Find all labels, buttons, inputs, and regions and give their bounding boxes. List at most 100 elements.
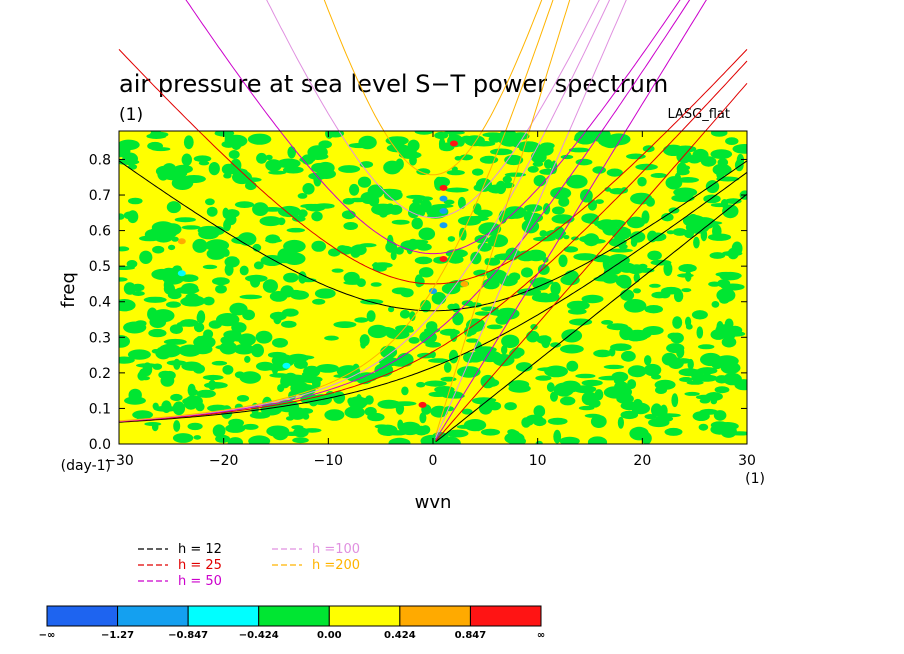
- heatmap-patch: [606, 168, 623, 177]
- heatmap-patch: [725, 137, 739, 146]
- heatmap-patch: [579, 235, 598, 243]
- heatmap-patch: [166, 301, 181, 308]
- inertia-gravity-curve: [118, 49, 748, 285]
- heatmap-patch: [575, 158, 593, 166]
- heatmap-patch: [716, 288, 736, 303]
- heatmap-patch: [401, 386, 409, 396]
- heatmap-patch: [734, 159, 744, 172]
- heatmap-patch: [273, 314, 282, 325]
- heatmap-patch: [551, 214, 575, 224]
- heatmap-patch: [181, 225, 201, 230]
- colorbar-swatch: [258, 605, 330, 627]
- heatmap-patch: [708, 281, 721, 287]
- heatmap-patch: [502, 337, 510, 347]
- heatmap-patch: [439, 328, 460, 336]
- heatmap-patch: [666, 230, 675, 235]
- heatmap-patch: [203, 329, 214, 339]
- heatmap-patch: [202, 264, 218, 270]
- heatmap-patch: [212, 424, 226, 438]
- heatmap-patch: [712, 224, 722, 238]
- heatmap-patch: [139, 250, 153, 264]
- heatmap-patch: [457, 196, 466, 209]
- heatmap-patch: [478, 222, 502, 236]
- heatmap-patch: [626, 153, 646, 160]
- heatmap-patch: [236, 395, 250, 402]
- heatmap-patch: [205, 239, 230, 252]
- heatmap-patch: [603, 364, 625, 370]
- heatmap-patch: [530, 150, 547, 164]
- heatmap-patch: [252, 202, 269, 217]
- heatmap-patch: [195, 402, 205, 412]
- heatmap-patch: [508, 272, 521, 282]
- heatmap-patch: [172, 433, 194, 443]
- heatmap-patch: [193, 322, 205, 333]
- heatmap-patch: [502, 175, 512, 183]
- heatmap-patch: [212, 277, 230, 286]
- heatmap-patch: [151, 221, 175, 234]
- heatmap-patch: [676, 162, 688, 176]
- heatmap-patch: [620, 401, 639, 411]
- heatmap-patch: [703, 369, 711, 381]
- x-tick-label: −30: [104, 453, 134, 469]
- heatmap-patch: [440, 376, 457, 382]
- heatmap-patch: [678, 264, 697, 273]
- mixed-rossby-gravity-curve: [118, 0, 554, 422]
- heatmap-patch: [344, 406, 365, 419]
- heatmap-patch: [239, 294, 263, 300]
- heatmap-patch: [267, 351, 287, 359]
- heatmap-patch: [626, 329, 649, 342]
- heatmap-patch: [587, 436, 608, 444]
- heatmap-patch: [630, 192, 653, 205]
- y-tick-label: 0.5: [89, 259, 111, 275]
- heatmap-patch: [418, 227, 436, 241]
- heatmap-patch: [397, 419, 404, 431]
- heatmap-patch: [302, 183, 315, 195]
- heatmap-patch: [621, 350, 636, 362]
- heatmap-patch: [532, 161, 544, 167]
- heatmap-patch: [595, 199, 604, 205]
- heatmap-patch: [550, 391, 558, 402]
- heatmap-patch: [447, 236, 456, 242]
- heatmap-patch: [489, 309, 507, 316]
- heatmap-patch: [205, 198, 215, 206]
- colorbar-label: 0.00: [317, 630, 342, 641]
- heatmap-patch: [181, 283, 199, 294]
- heatmap-patch: [198, 228, 220, 240]
- heatmap-patch: [301, 372, 311, 377]
- kelvin-wave-curve: [435, 193, 748, 443]
- heatmap-patch: [328, 248, 341, 257]
- heatmap-patch: [534, 296, 558, 303]
- heatmap-patch: [714, 386, 730, 394]
- heatmap-patch: [691, 310, 708, 320]
- heatmap-patch: [414, 256, 433, 265]
- heatmap-patch: [573, 253, 597, 261]
- heatmap-patch: [448, 349, 459, 364]
- heatmap-patch: [617, 416, 625, 429]
- heatmap-patch: [501, 345, 508, 355]
- heatmap-patch: [575, 373, 596, 379]
- heatmap-patch: [681, 288, 692, 293]
- heatmap-patch: [171, 236, 179, 242]
- heatmap-patch: [189, 296, 199, 306]
- heatmap-patch: [661, 213, 674, 222]
- heatmap-patch: [360, 192, 376, 204]
- heatmap-patch: [445, 249, 468, 258]
- heatmap-patch: [686, 380, 704, 385]
- heatmap-patch: [238, 333, 256, 347]
- heatmap-patch: [455, 137, 465, 147]
- heatmap-patch: [132, 394, 140, 401]
- colorbar: −∞ −1.27 −0.847 −0.424 0.00 0.424 0.847 ∞: [39, 605, 545, 641]
- heatmap-patch: [601, 320, 614, 325]
- heatmap-patch: [312, 298, 326, 305]
- heatmap-patch: [563, 246, 579, 253]
- heatmap-patch: [720, 326, 737, 341]
- heatmap-patch: [670, 332, 684, 344]
- heatmap-patch: [457, 216, 482, 226]
- heatmap-patch: [259, 216, 283, 227]
- heatmap-patch: [397, 352, 414, 367]
- heatmap-patch: [610, 343, 632, 352]
- heatmap-patch: [452, 312, 464, 326]
- heatmap-patch: [419, 412, 427, 424]
- heatmap-patch: [414, 131, 434, 135]
- inertia-gravity-curve: [118, 160, 748, 312]
